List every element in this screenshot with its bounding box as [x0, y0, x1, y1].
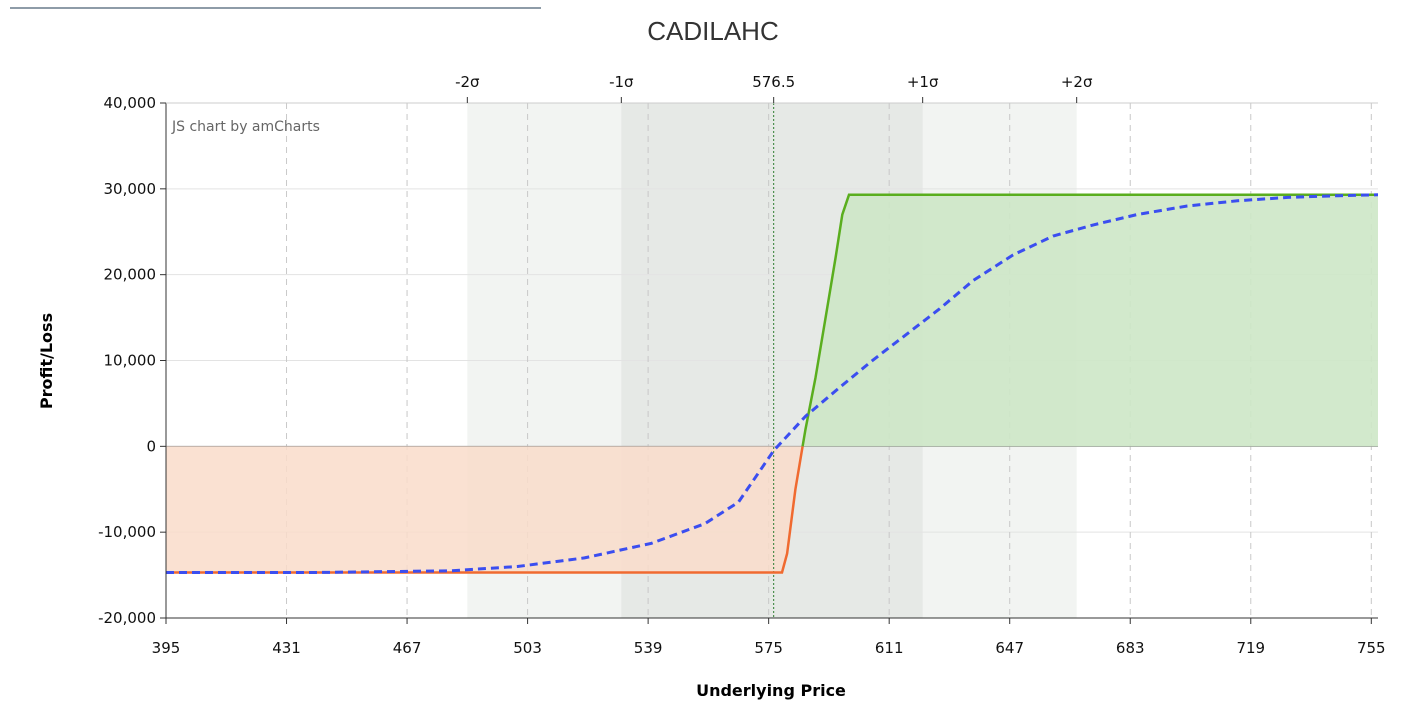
top-axis-label: 576.5	[752, 73, 795, 91]
x-tick-label: 395	[152, 639, 181, 657]
x-tick-label: 467	[393, 639, 422, 657]
y-axis-label: Profit/Loss	[37, 313, 56, 409]
loss-area-fill	[166, 446, 803, 573]
x-tick-label: 539	[634, 639, 663, 657]
y-tick-label: -20,000	[98, 609, 156, 627]
y-tick-label: 10,000	[104, 352, 157, 370]
x-tick-label: 719	[1236, 639, 1265, 657]
x-tick-label: 431	[272, 639, 301, 657]
axes	[160, 97, 1378, 624]
y-tick-label: -10,000	[98, 523, 156, 541]
series-lines	[166, 103, 1379, 618]
x-tick-label: 611	[875, 639, 904, 657]
y-tick-label: 40,000	[104, 94, 157, 112]
top-axis-label: -2σ	[455, 73, 480, 91]
expiration-profit-line	[801, 193, 1378, 447]
top-axis-label: +2σ	[1061, 73, 1093, 91]
y-tick-label: 30,000	[104, 180, 157, 198]
expiration-loss-line	[166, 446, 804, 574]
area-fills	[166, 194, 1378, 573]
tick-labels: -20,000 -10,000 0 10,000 20,000 30,000 40,000 3…	[98, 73, 1386, 657]
chart-title: CADILAHC	[647, 16, 778, 46]
x-tick-label: 755	[1357, 639, 1386, 657]
x-tick-label: 683	[1116, 639, 1145, 657]
top-axis-label: +1σ	[907, 73, 939, 91]
x-tick-label: 503	[513, 639, 542, 657]
profit-area-fill	[802, 194, 1378, 447]
top-axis-label: -1σ	[609, 73, 634, 91]
x-axis-label: Underlying Price	[696, 681, 846, 700]
y-tick-label: 20,000	[104, 266, 157, 284]
watermark-text: JS chart by amCharts	[171, 119, 320, 135]
x-tick-label: 575	[754, 639, 783, 657]
x-tick-label: 647	[995, 639, 1024, 657]
today-pnl-line	[166, 193, 1379, 574]
y-tick-label: 0	[146, 437, 156, 455]
